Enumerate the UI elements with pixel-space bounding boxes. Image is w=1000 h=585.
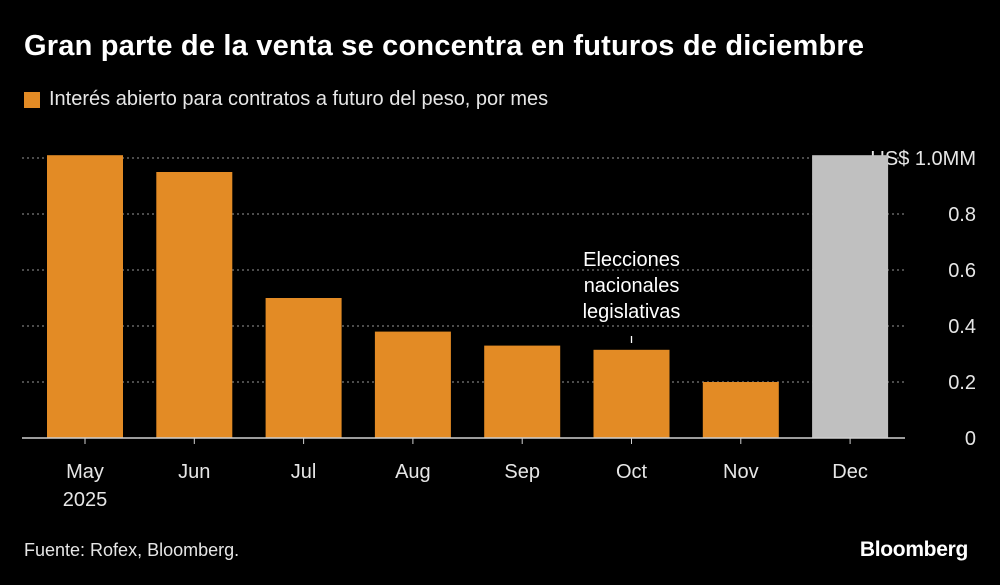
x-tick-label: Jun xyxy=(178,461,210,483)
x-tick-label: May xyxy=(66,461,104,483)
legend-swatch xyxy=(24,91,40,108)
annotation-text: legislativas xyxy=(583,301,681,323)
x-tick-sublabel: 2025 xyxy=(63,489,108,511)
bar xyxy=(47,155,123,438)
bar xyxy=(265,298,342,438)
bar xyxy=(702,382,779,438)
bar xyxy=(374,331,451,438)
y-tick-label: US$ 1.0MM xyxy=(870,148,976,170)
bar xyxy=(593,349,670,438)
legend: Interés abierto para contratos a futuro … xyxy=(24,88,548,111)
bar xyxy=(484,345,561,438)
x-tick-label: Nov xyxy=(723,461,759,483)
bar xyxy=(156,172,233,438)
x-tick-label: Oct xyxy=(616,461,648,483)
y-tick-label: 0.4 xyxy=(948,316,976,338)
x-tick-label: Aug xyxy=(395,461,431,483)
y-tick-label: 0.8 xyxy=(948,204,976,226)
x-tick-label: Jul xyxy=(291,461,317,483)
x-tick-label: Sep xyxy=(504,461,540,483)
y-tick-label: 0 xyxy=(965,428,976,450)
y-tick-label: 0.6 xyxy=(948,260,976,282)
x-tick-label: Dec xyxy=(832,461,868,483)
bar xyxy=(812,155,889,438)
bloomberg-logo: Bloomberg xyxy=(859,538,968,561)
legend-label: Interés abierto para contratos a futuro … xyxy=(49,88,549,110)
chart-title: Gran parte de la venta se concentra en f… xyxy=(24,30,865,62)
y-tick-label: 0.2 xyxy=(948,372,976,394)
annotation-text: nacionales xyxy=(584,275,680,297)
annotation-text: Elecciones xyxy=(583,249,680,271)
source-note: Fuente: Rofex, Bloomberg. xyxy=(24,540,240,560)
